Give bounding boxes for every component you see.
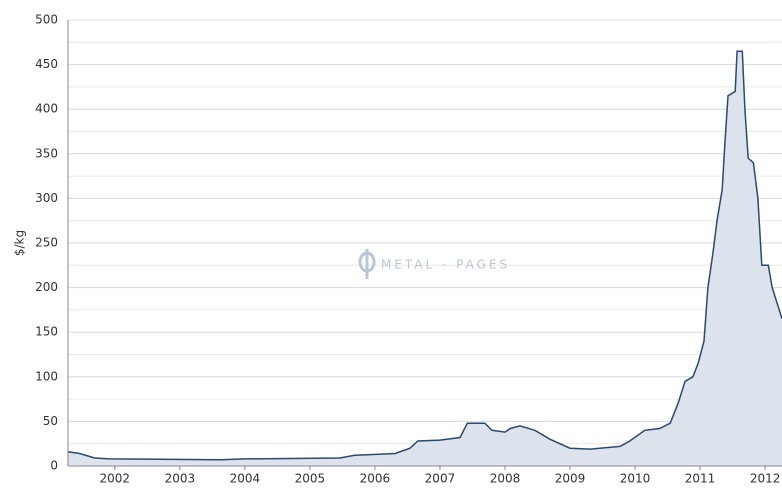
y-axis-label: $/kg	[13, 230, 27, 256]
y-tick-label: 100	[35, 369, 58, 383]
x-tick-label: 2008	[490, 472, 521, 486]
watermark-logo	[358, 249, 376, 279]
y-tick-label: 250	[35, 236, 58, 250]
x-tick-label: 2012	[750, 472, 781, 486]
y-tick-label: 300	[35, 191, 58, 205]
area-line	[67, 50, 782, 461]
y-tick-label: 350	[35, 146, 58, 160]
watermark: METAL - PAGES	[381, 258, 510, 272]
x-tick-label: 2002	[100, 472, 131, 486]
y-tick-label: 200	[35, 280, 58, 294]
x-tick-label: 2007	[425, 472, 456, 486]
x-tick-label: 2009	[555, 472, 586, 486]
y-tick-label: 500	[35, 13, 58, 27]
x-tick-label: 2005	[295, 472, 326, 486]
y-tick-label: 400	[35, 102, 58, 116]
y-tick-label: 0	[50, 459, 58, 473]
x-tick-label: 2006	[360, 472, 391, 486]
x-tick-label: 2011	[685, 472, 716, 486]
x-tick-label: 2010	[620, 472, 651, 486]
x-tick-label: 2004	[230, 472, 261, 486]
y-tick-label: 450	[35, 57, 58, 71]
x-tick-label: 2003	[165, 472, 196, 486]
y-tick-label: 150	[35, 325, 58, 339]
y-tick-label: 50	[43, 414, 58, 428]
area-fill	[68, 51, 782, 466]
